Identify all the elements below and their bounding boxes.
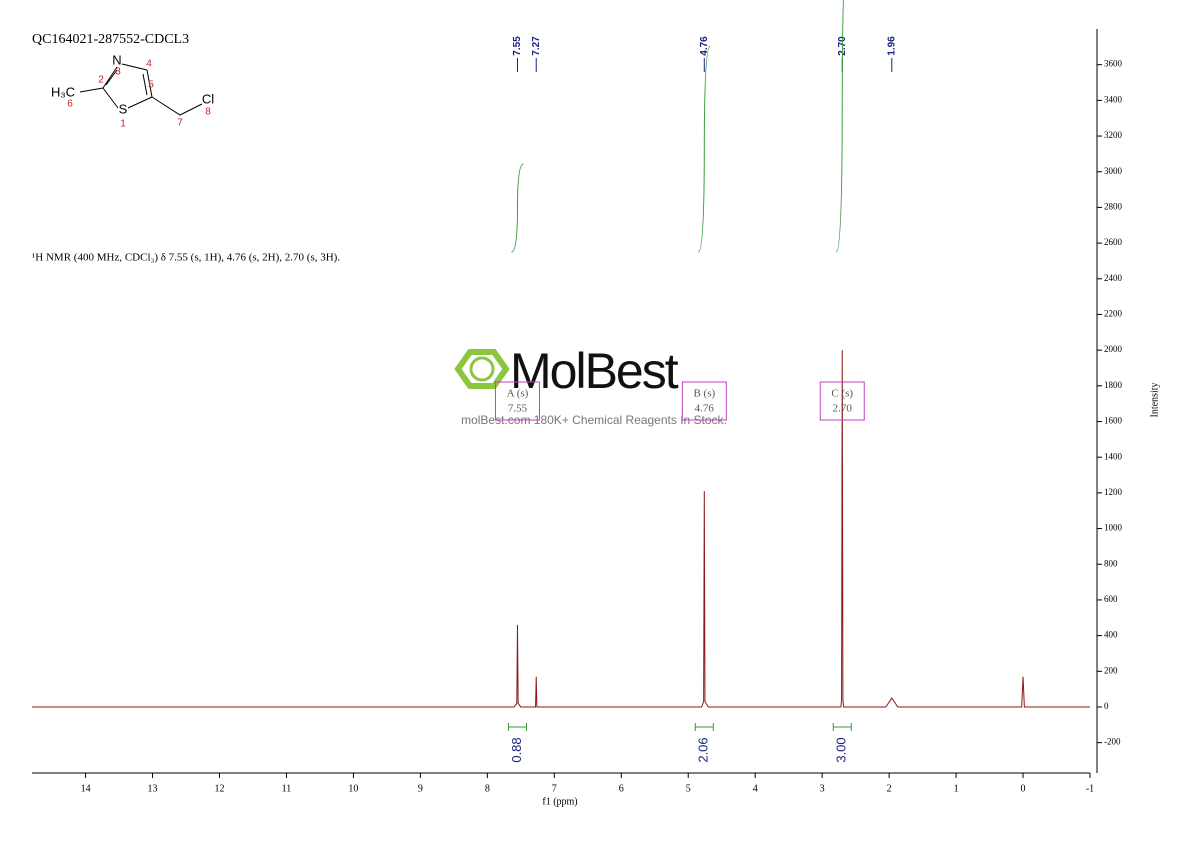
y-tick-label: 1600 [1104,416,1123,426]
atom: N [112,52,121,67]
y-tick-label: 2000 [1104,344,1123,354]
x-tick-label: 8 [485,783,490,794]
x-tick-label: 2 [887,783,892,794]
x-tick-label: 6 [619,783,624,794]
y-tick-label: 800 [1104,558,1118,568]
multiplet-name: A (s) [507,388,529,400]
locant: 5 [148,80,154,91]
description: ¹H NMR (400 MHz, CDCl₃) δ 7.55 (s, 1H), … [32,252,340,264]
peak-label: 7.27 [531,36,542,56]
watermark-brand: MolBest [510,343,679,399]
x-tick-label: 0 [1021,783,1026,794]
multiplet-shift: 7.55 [508,403,528,415]
peak-label: 1.96 [886,36,897,56]
multiplet-shift: 2.70 [833,403,853,415]
y-tick-label: 3200 [1104,130,1123,140]
y-tick-label: 400 [1104,630,1118,640]
locant: 1 [120,119,126,130]
y-tick-label: 2800 [1104,201,1123,211]
y-tick-label: 2400 [1104,273,1123,283]
x-tick-label: 1 [954,783,959,794]
y-tick-label: 3400 [1104,94,1123,104]
y-tick-label: 1400 [1104,451,1123,461]
x-tick-label: 13 [148,783,158,794]
integral-bracket [694,723,714,731]
x-tick-label: 7 [552,783,557,794]
chart-title: QC164021-287552-CDCL3 [32,32,189,47]
y-tick-label: -200 [1104,737,1121,747]
multiplet-name: C (s) [831,388,853,400]
watermark: MolBest molBest.com 180K+ Chemical Reage… [454,343,727,427]
peak-label: 4.76 [699,36,710,56]
locant: 6 [67,99,73,110]
atom: Cl [202,91,214,106]
multiplet-box [681,381,727,421]
y-tick-label: 1800 [1104,380,1123,390]
logo [469,356,495,382]
y-tick-label: 2600 [1104,237,1123,247]
watermark-tagline: molBest.com 180K+ Chemical Reagents In S… [461,413,727,427]
locant: 4 [146,59,152,70]
multiplet-box [494,381,540,421]
locant: 7 [177,118,183,129]
y-axis-label: Intensity [1149,383,1160,418]
x-tick-label: 12 [214,783,224,794]
spectrum [32,350,1090,708]
locant: 8 [205,107,211,118]
y-tick-label: 3000 [1104,166,1123,176]
structure: N S Cl H₃C 1 2 3 4 5 6 7 8 [51,52,214,129]
y-tick-label: 600 [1104,594,1118,604]
y-tick-label: 2200 [1104,309,1123,319]
atom: H₃C [51,84,75,99]
x-tick-label: 9 [418,783,423,794]
locant: 3 [115,67,121,78]
x-tick-label: 4 [753,783,758,794]
integral-curve [697,45,711,253]
peak-label: 7.55 [512,36,523,56]
multiplet-name: B (s) [693,388,715,400]
y-tick-label: 1000 [1104,523,1123,533]
atom: S [119,101,128,116]
x-tick-label: 5 [686,783,691,794]
x-tick-label: -1 [1086,783,1094,794]
x-tick-label: 11 [282,783,292,794]
multiplet-shift: 4.76 [695,403,715,415]
locants: 1 2 3 4 5 6 7 8 [67,59,211,130]
multiplet-box [819,381,865,421]
integral-bracket [507,723,527,731]
integral-label: 2.06 [696,737,711,762]
y-tick-label: 0 [1104,701,1109,711]
y-tick-label: 200 [1104,665,1118,675]
x-tick-label: 10 [348,783,358,794]
integral-label: 0.88 [509,737,524,762]
integral-label: 3.00 [834,737,849,762]
locant: 2 [98,75,104,86]
logo [454,349,510,389]
integral-curve [835,0,844,253]
x-tick-label: 3 [820,783,825,794]
integral-bracket [832,723,852,731]
y-tick-label: 1200 [1104,487,1123,497]
bond [79,63,203,116]
integral-curve [511,163,524,253]
y-tick-label: 3600 [1104,59,1123,69]
x-tick-label: 14 [81,783,91,794]
x-axis-label: f1 (ppm) [542,796,577,807]
